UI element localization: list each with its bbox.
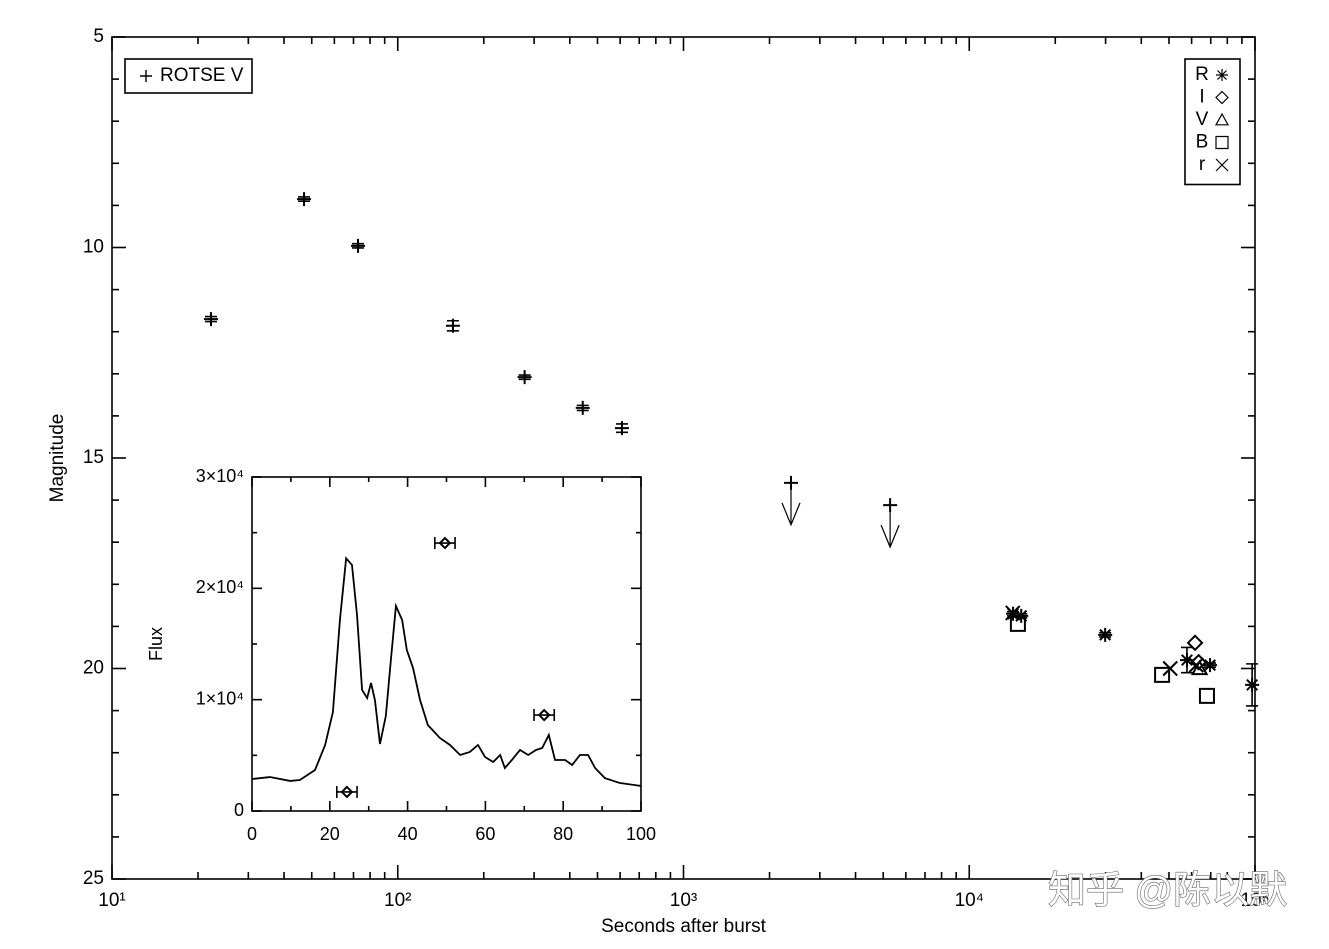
x-tick-label: 60	[475, 824, 495, 844]
x-tick-label: 10⁵	[1240, 890, 1269, 911]
marker	[1198, 687, 1215, 704]
error-bar	[518, 374, 531, 381]
legend-marker	[1214, 112, 1230, 126]
marker	[1190, 659, 1209, 676]
watermark: 知乎 @陈以默	[1048, 870, 1287, 912]
x-tick-label: 40	[398, 824, 418, 844]
x-tick-label: 100	[626, 824, 656, 844]
x-tick-label: 10⁴	[955, 890, 984, 911]
marker	[1154, 666, 1171, 683]
y-tick-label: 10	[83, 237, 104, 258]
legend-label: B	[1196, 132, 1209, 153]
y-tick-label: 2×10⁴	[196, 577, 244, 597]
light-curve	[251, 556, 642, 787]
legend-marker	[1215, 158, 1229, 172]
x-tick-label: 10¹	[98, 890, 125, 911]
marker	[537, 708, 551, 722]
marker	[1162, 660, 1178, 677]
error-bar	[615, 423, 628, 434]
error-bar	[1180, 646, 1193, 674]
legend-marker	[1216, 69, 1228, 81]
x-tick-label: 10²	[384, 890, 411, 911]
marker	[1190, 653, 1208, 671]
x-tick-label: 80	[553, 824, 573, 844]
marker	[340, 785, 354, 799]
y-tick-label: 20	[83, 658, 104, 679]
y-tick-label: 25	[83, 868, 104, 889]
error-bar	[576, 404, 589, 412]
legend-marker	[1215, 135, 1229, 150]
marker	[1186, 634, 1204, 652]
legend-label: ROTSE V	[160, 65, 244, 86]
error-bar	[204, 315, 217, 323]
legend-box	[124, 58, 253, 94]
legend-label: r	[1199, 154, 1206, 175]
x-tick-label: 0	[247, 824, 257, 844]
marker	[1009, 615, 1026, 632]
y-tick-label: 5	[93, 26, 104, 47]
y-tick-label: 0	[234, 800, 244, 820]
legend-marker	[1215, 90, 1229, 105]
y-axis-label: Flux	[146, 627, 166, 661]
y-tick-label: 1×10⁴	[196, 688, 244, 708]
x-axis-label: Seconds after burst	[601, 916, 766, 937]
legend-box	[1184, 58, 1241, 186]
upper-limit-arrow	[880, 505, 900, 549]
marker	[1005, 605, 1021, 621]
legend-label: I	[1199, 87, 1204, 108]
error-bar	[533, 709, 556, 722]
y-axis-label: Magnitude	[47, 414, 68, 503]
error-bar	[446, 319, 459, 332]
x-tick-label: 10³	[670, 890, 697, 911]
error-bar	[1246, 663, 1259, 707]
legend-marker	[140, 70, 152, 82]
error-bar	[352, 242, 365, 249]
error-bar	[298, 196, 311, 202]
error-bar	[434, 537, 456, 550]
upper-limit-arrow	[781, 482, 801, 527]
y-tick-label: 3×10⁴	[196, 466, 244, 486]
y-tick-label: 15	[83, 447, 104, 468]
error-bar	[1099, 631, 1112, 638]
legend-label: V	[1196, 109, 1209, 130]
error-bar	[336, 785, 358, 798]
marker	[438, 536, 452, 550]
marker	[1188, 657, 1204, 673]
legend-label: R	[1195, 64, 1209, 85]
x-tick-label: 20	[320, 824, 340, 844]
